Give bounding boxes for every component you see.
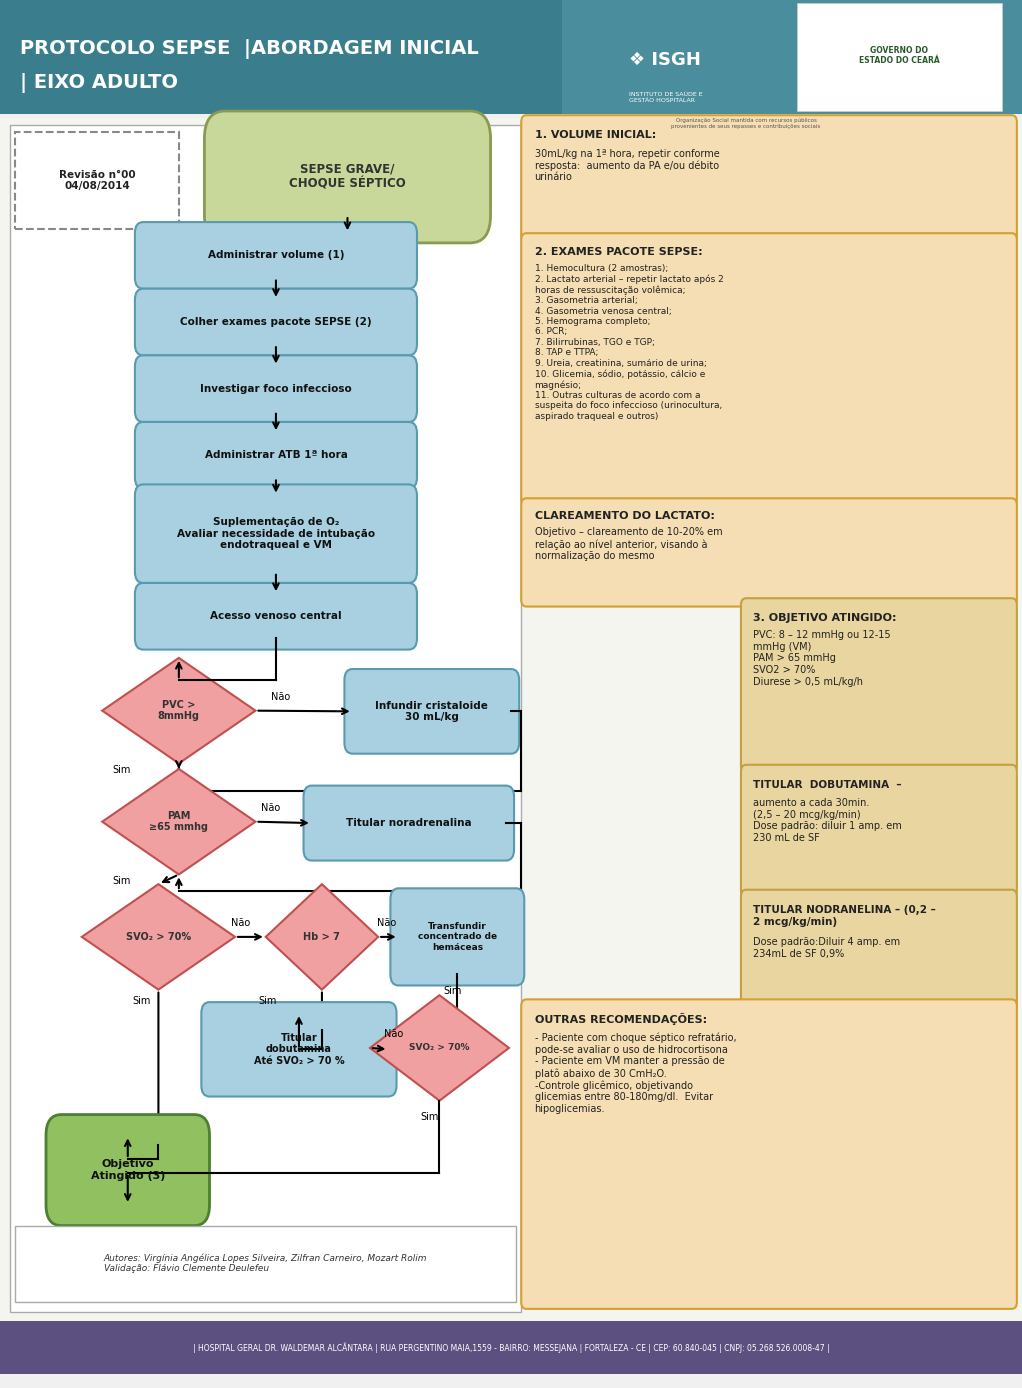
Text: Não: Não bbox=[262, 802, 280, 812]
Text: 1. Hemocultura (2 amostras);
2. Lactato arterial – repetir lactato após 2
horas : 1. Hemocultura (2 amostras); 2. Lactato … bbox=[535, 264, 724, 421]
Text: TITULAR NODRANELINA – (0,2 –
2 mcg/kg/min): TITULAR NODRANELINA – (0,2 – 2 mcg/kg/mi… bbox=[753, 905, 936, 927]
Text: Sim: Sim bbox=[259, 995, 277, 1005]
Text: Hb > 7: Hb > 7 bbox=[304, 931, 340, 942]
Text: Não: Não bbox=[377, 917, 396, 927]
Text: ❖ ISGH: ❖ ISGH bbox=[629, 51, 700, 68]
FancyBboxPatch shape bbox=[741, 765, 1017, 898]
Text: Titular
dobutamina
Até SVO₂ > 70 %: Titular dobutamina Até SVO₂ > 70 % bbox=[253, 1033, 344, 1066]
Text: SVO₂ > 70%: SVO₂ > 70% bbox=[409, 1044, 470, 1052]
Text: Acesso venoso central: Acesso venoso central bbox=[211, 611, 341, 622]
Text: Infundir cristaloide
30 mL/kg: Infundir cristaloide 30 mL/kg bbox=[375, 701, 489, 722]
FancyBboxPatch shape bbox=[135, 422, 417, 489]
Text: | EIXO ADULTO: | EIXO ADULTO bbox=[20, 74, 179, 93]
Text: Sim: Sim bbox=[112, 765, 131, 775]
FancyBboxPatch shape bbox=[521, 115, 1017, 243]
Text: Objetivo
Atingido (3): Objetivo Atingido (3) bbox=[91, 1159, 165, 1181]
FancyBboxPatch shape bbox=[521, 999, 1017, 1309]
Text: 1. VOLUME INICIAL:: 1. VOLUME INICIAL: bbox=[535, 130, 656, 140]
Text: TITULAR  DOBUTAMINA  –: TITULAR DOBUTAMINA – bbox=[753, 780, 901, 790]
FancyBboxPatch shape bbox=[344, 669, 519, 754]
Text: Suplementação de O₂
Avaliar necessidade de intubação
endotraqueal e VM: Suplementação de O₂ Avaliar necessidade … bbox=[177, 518, 375, 550]
Polygon shape bbox=[82, 884, 235, 990]
Text: SVO₂ > 70%: SVO₂ > 70% bbox=[126, 931, 191, 942]
Text: PAM
≥65 mmhg: PAM ≥65 mmhg bbox=[149, 811, 208, 833]
Text: Investigar foco infeccioso: Investigar foco infeccioso bbox=[200, 383, 352, 394]
FancyBboxPatch shape bbox=[135, 222, 417, 289]
Text: PROTOCOLO SEPSE  |ABORDAGEM INICIAL: PROTOCOLO SEPSE |ABORDAGEM INICIAL bbox=[20, 39, 479, 58]
Polygon shape bbox=[370, 995, 509, 1101]
FancyBboxPatch shape bbox=[390, 888, 524, 985]
Text: Sim: Sim bbox=[112, 876, 131, 886]
Text: Colher exames pacote SEPSE (2): Colher exames pacote SEPSE (2) bbox=[180, 316, 372, 328]
Text: Autores: Virgínia Angélica Lopes Silveira, Zilfran Carneiro, Mozart Rolim
Valida: Autores: Virgínia Angélica Lopes Silveir… bbox=[104, 1253, 427, 1273]
Text: Titular noradrenalina: Titular noradrenalina bbox=[346, 818, 471, 829]
FancyBboxPatch shape bbox=[0, 0, 1022, 114]
Text: CLAREAMENTO DO LACTATO:: CLAREAMENTO DO LACTATO: bbox=[535, 511, 714, 520]
FancyBboxPatch shape bbox=[0, 1321, 1022, 1374]
FancyBboxPatch shape bbox=[10, 125, 521, 1312]
Text: Sim: Sim bbox=[444, 985, 461, 995]
Polygon shape bbox=[102, 769, 256, 874]
FancyBboxPatch shape bbox=[304, 786, 514, 861]
FancyBboxPatch shape bbox=[797, 3, 1002, 111]
Text: 3. OBJETIVO ATINGIDO:: 3. OBJETIVO ATINGIDO: bbox=[753, 613, 896, 623]
FancyBboxPatch shape bbox=[135, 484, 417, 583]
Text: Objetivo – clareamento de 10-20% em
relação ao nível anterior, visando à
normali: Objetivo – clareamento de 10-20% em rela… bbox=[535, 527, 723, 561]
Text: OUTRAS RECOMENDAÇÕES:: OUTRAS RECOMENDAÇÕES: bbox=[535, 1013, 706, 1026]
Text: Não: Não bbox=[384, 1029, 403, 1038]
FancyBboxPatch shape bbox=[135, 583, 417, 650]
Text: Não: Não bbox=[272, 691, 290, 701]
Text: 30mL/kg na 1ª hora, repetir conforme
resposta:  aumento da PA e/ou débito
urinár: 30mL/kg na 1ª hora, repetir conforme res… bbox=[535, 149, 719, 182]
FancyBboxPatch shape bbox=[204, 111, 491, 243]
Text: Organização Social mantida com recursos públicos
provenientes de seus repasses e: Organização Social mantida com recursos … bbox=[671, 118, 821, 129]
Text: INSTITUTO DE SAÚDE E
GESTÃO HOSPITALAR: INSTITUTO DE SAÚDE E GESTÃO HOSPITALAR bbox=[629, 92, 702, 103]
Text: Sim: Sim bbox=[133, 995, 151, 1005]
FancyBboxPatch shape bbox=[0, 118, 1022, 1332]
Text: GOVERNO DO
ESTADO DO CEARÁ: GOVERNO DO ESTADO DO CEARÁ bbox=[858, 46, 940, 65]
Text: Transfundir
concentrado de
hemáceas: Transfundir concentrado de hemáceas bbox=[418, 922, 497, 952]
Text: Administrar volume (1): Administrar volume (1) bbox=[207, 250, 344, 261]
Text: Revisão n°00
04/08/2014: Revisão n°00 04/08/2014 bbox=[59, 169, 135, 192]
Text: Dose padrão:Diluir 4 amp. em
234mL de SF 0,9%: Dose padrão:Diluir 4 amp. em 234mL de SF… bbox=[753, 937, 900, 959]
FancyBboxPatch shape bbox=[135, 289, 417, 355]
FancyBboxPatch shape bbox=[15, 132, 179, 229]
Text: PVC >
8mmHg: PVC > 8mmHg bbox=[157, 700, 200, 722]
Polygon shape bbox=[266, 884, 378, 990]
Text: | HOSPITAL GERAL DR. WALDEMAR ALCÂNTARA | RUA PERGENTINO MAIA,1559 - BAIRRO: MES: | HOSPITAL GERAL DR. WALDEMAR ALCÂNTARA … bbox=[193, 1342, 829, 1353]
Text: Não: Não bbox=[231, 917, 249, 927]
Text: Sim: Sim bbox=[420, 1112, 438, 1122]
FancyBboxPatch shape bbox=[135, 355, 417, 422]
Polygon shape bbox=[102, 658, 256, 763]
FancyBboxPatch shape bbox=[15, 1226, 516, 1302]
FancyBboxPatch shape bbox=[741, 598, 1017, 773]
Text: PVC: 8 – 12 mmHg ou 12-15
mmHg (VM)
PAM > 65 mmHg
SVO2 > 70%
Diurese > 0,5 mL/kg: PVC: 8 – 12 mmHg ou 12-15 mmHg (VM) PAM … bbox=[753, 630, 891, 687]
FancyBboxPatch shape bbox=[521, 498, 1017, 607]
FancyBboxPatch shape bbox=[741, 890, 1017, 1009]
Text: aumento a cada 30min.
(2,5 – 20 mcg/kg/min)
Dose padrão: diluir 1 amp. em
230 mL: aumento a cada 30min. (2,5 – 20 mcg/kg/m… bbox=[753, 798, 902, 843]
Text: - Paciente com choque séptico refratário,
pode-se avaliar o uso de hidrocortison: - Paciente com choque séptico refratário… bbox=[535, 1033, 736, 1115]
FancyBboxPatch shape bbox=[201, 1002, 397, 1097]
FancyBboxPatch shape bbox=[562, 0, 1022, 114]
Text: 2. EXAMES PACOTE SEPSE:: 2. EXAMES PACOTE SEPSE: bbox=[535, 247, 702, 257]
Text: Administrar ATB 1ª hora: Administrar ATB 1ª hora bbox=[204, 450, 347, 461]
FancyBboxPatch shape bbox=[46, 1115, 210, 1226]
Text: SEPSE GRAVE/
CHOQUE SÉPTICO: SEPSE GRAVE/ CHOQUE SÉPTICO bbox=[289, 162, 406, 190]
FancyBboxPatch shape bbox=[521, 233, 1017, 507]
